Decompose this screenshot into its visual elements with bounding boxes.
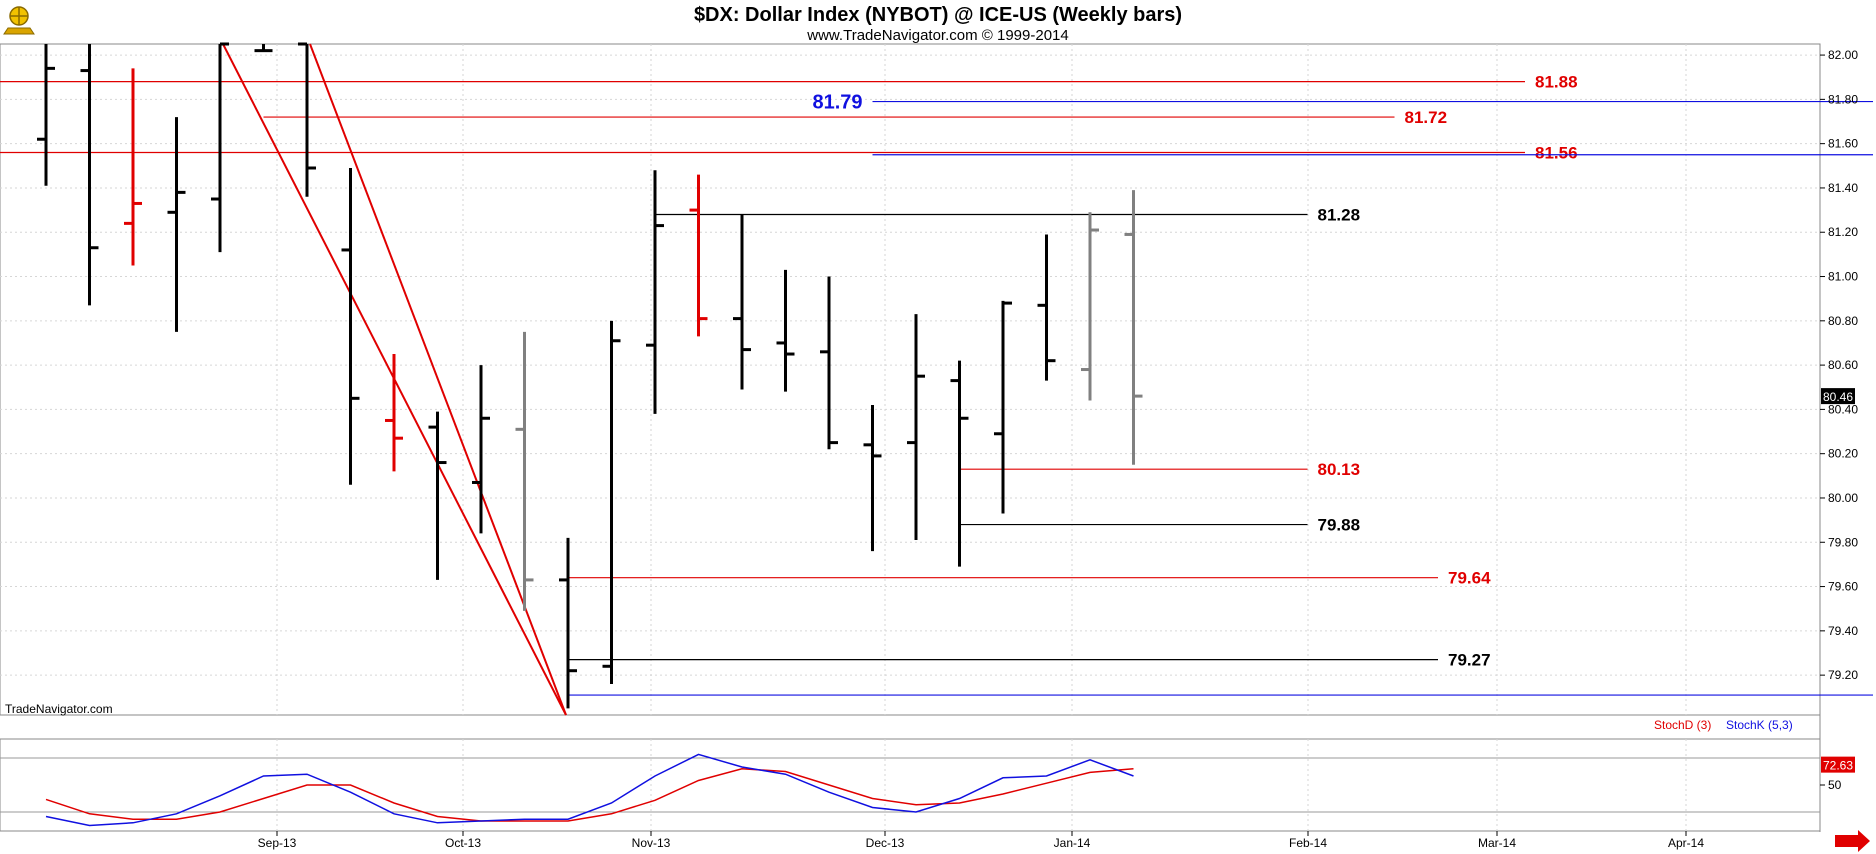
level-label: 81.79 bbox=[813, 92, 863, 114]
x-tick-label: Feb-14 bbox=[1289, 836, 1327, 850]
price-bars bbox=[37, 42, 1143, 709]
chart-subtitle: www.TradeNavigator.com © 1999-2014 bbox=[806, 27, 1068, 44]
level-label: 80.13 bbox=[1318, 460, 1361, 479]
grid bbox=[0, 44, 1820, 831]
ohlc-bar bbox=[515, 331, 534, 611]
scroll-right-arrow-icon[interactable] bbox=[1835, 830, 1870, 852]
stochastic-pane: 50 StochD (3) StochK (5,3) 72.63 bbox=[0, 718, 1855, 827]
ohlc-bar bbox=[341, 168, 360, 485]
ohlc-bar bbox=[124, 68, 142, 266]
y-tick-label: 82.00 bbox=[1828, 48, 1858, 62]
ohlc-bar bbox=[385, 354, 403, 472]
level-label: 81.72 bbox=[1405, 108, 1448, 127]
level-label: 79.88 bbox=[1318, 516, 1361, 535]
watermark: TradeNavigator.com bbox=[5, 702, 113, 716]
y-tick-label: 80.80 bbox=[1828, 314, 1858, 328]
ohlc-bar bbox=[776, 269, 795, 392]
x-tick-label: Nov-13 bbox=[632, 836, 671, 850]
ohlc-bar bbox=[820, 276, 838, 450]
y-tick-label: 80.00 bbox=[1828, 491, 1858, 505]
level-label: 79.27 bbox=[1448, 651, 1491, 670]
ohlc-bar bbox=[1081, 212, 1099, 401]
y-tick-label: 81.80 bbox=[1828, 92, 1858, 106]
stoch-legend-d: StochD (3) bbox=[1654, 718, 1711, 732]
indicator-pane-frame bbox=[0, 738, 1821, 832]
ohlc-bar bbox=[167, 117, 186, 332]
level-label: 81.88 bbox=[1535, 73, 1578, 92]
x-tick-label: Mar-14 bbox=[1478, 836, 1516, 850]
ohlc-bar bbox=[994, 300, 1012, 514]
y-tick-label: 79.80 bbox=[1828, 535, 1858, 549]
y-tick-label: 80.40 bbox=[1828, 402, 1858, 416]
y-tick-label: 79.60 bbox=[1828, 580, 1858, 594]
price-axis: 82.00 81.80 81.60 81.40 81.20 81.00 80.80 80.60… bbox=[1820, 48, 1858, 682]
last-price-label: 80.46 bbox=[1823, 390, 1853, 404]
ohlc-bar bbox=[1124, 190, 1143, 465]
x-tick-label: Sep-13 bbox=[258, 836, 297, 850]
stoch-tick-label: 50 bbox=[1828, 778, 1842, 792]
y-tick-label: 81.20 bbox=[1828, 225, 1858, 239]
last-price-box bbox=[1821, 388, 1855, 405]
ohlc-bar bbox=[863, 404, 882, 552]
level-label: 81.28 bbox=[1318, 206, 1361, 225]
ohlc-bar bbox=[211, 42, 229, 253]
y-tick-label: 81.60 bbox=[1828, 137, 1858, 151]
level-label: 81.56 bbox=[1535, 144, 1578, 163]
date-axis: Sep-13 Oct-13 Nov-13 Dec-13 Jan-14 Feb-14 Mar-… bbox=[258, 831, 1704, 850]
ohlc-bar bbox=[428, 411, 447, 580]
y-tick-label: 79.40 bbox=[1828, 624, 1858, 638]
y-tick-label: 80.20 bbox=[1828, 447, 1858, 461]
x-tick-label: Apr-14 bbox=[1668, 836, 1704, 850]
ohlc-bar bbox=[472, 365, 490, 534]
ohlc-bar bbox=[1037, 234, 1056, 381]
ohlc-bar bbox=[80, 44, 99, 306]
ohlc-bar bbox=[689, 174, 708, 337]
ohlc-bar bbox=[602, 320, 621, 684]
ohlc-bar bbox=[37, 44, 55, 186]
ohlc-bar bbox=[298, 42, 316, 197]
logo-icon[interactable] bbox=[3, 6, 35, 35]
y-tick-label: 79.20 bbox=[1828, 668, 1858, 682]
y-tick-label: 81.40 bbox=[1828, 181, 1858, 195]
ohlc-bar bbox=[646, 170, 664, 414]
stoch-last-label: 72.63 bbox=[1823, 759, 1853, 773]
trendline bbox=[309, 43, 567, 716]
y-tick-label: 80.60 bbox=[1828, 358, 1858, 372]
x-tick-label: Jan-14 bbox=[1054, 836, 1091, 850]
ohlc-bar bbox=[733, 214, 751, 390]
stoch-series-line bbox=[45, 753, 1134, 827]
ohlc-bar bbox=[254, 44, 273, 53]
level-label: 79.64 bbox=[1448, 569, 1491, 588]
stoch-series-line bbox=[45, 768, 1134, 822]
ohlc-bar bbox=[907, 314, 925, 541]
ohlc-bar bbox=[950, 360, 969, 567]
stoch-legend-k: StochK (5,3) bbox=[1726, 718, 1793, 732]
chart-title: $DX: Dollar Index (NYBOT) @ ICE-US (Week… bbox=[694, 4, 1182, 26]
x-tick-label: Dec-13 bbox=[866, 836, 905, 850]
level-lines: 81.8881.7981.7281.5681.5581.2880.1379.88… bbox=[0, 73, 1873, 696]
stoch-last-box bbox=[1821, 756, 1855, 773]
y-tick-label: 81.00 bbox=[1828, 270, 1858, 284]
x-tick-label: Oct-13 bbox=[445, 836, 481, 850]
ohlc-bar bbox=[559, 537, 577, 709]
